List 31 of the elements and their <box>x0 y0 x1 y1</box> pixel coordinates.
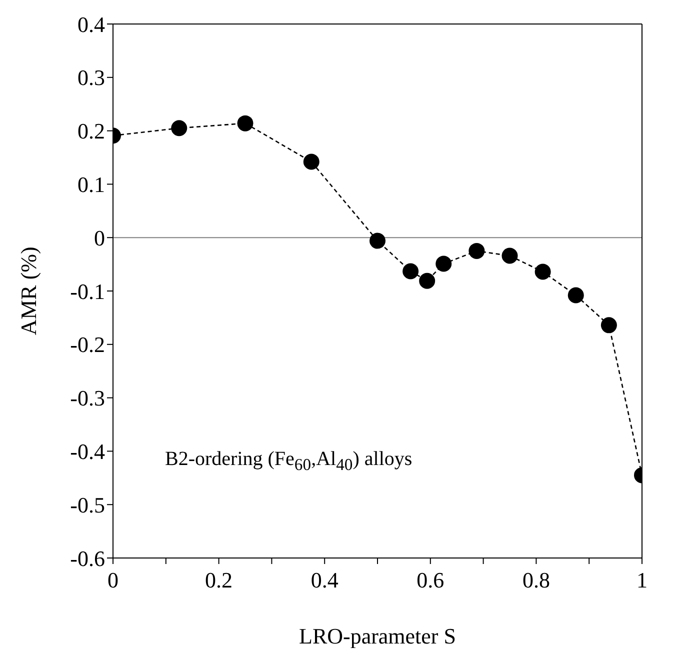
x-tick-label: 0.2 <box>205 568 233 593</box>
point <box>370 232 386 249</box>
x-axis-title: LRO-parameter S <box>299 624 456 649</box>
point <box>502 248 518 264</box>
annotation: B2-ordering (Fe$_{60}$,Al$_{40}$) alloys <box>165 448 412 475</box>
point <box>468 242 485 259</box>
y-tick-label: -0.6 <box>70 546 105 571</box>
y-tick-label: -0.2 <box>70 332 105 358</box>
point <box>568 287 584 304</box>
y-tick-label: 0 <box>94 225 105 250</box>
point <box>171 120 188 136</box>
y-axis-title: AMR (%) <box>16 246 41 336</box>
y-tick-label: 0.1 <box>78 172 105 198</box>
y-tick-label: -0.1 <box>70 278 105 304</box>
point <box>402 263 419 280</box>
x-tick-label: 1 <box>636 568 648 593</box>
x-tick-label: 0.8 <box>522 568 550 593</box>
point <box>303 154 320 170</box>
point <box>419 272 436 289</box>
x-tick-label: 0.6 <box>416 568 444 593</box>
y-tick-label: 0.2 <box>78 118 105 144</box>
y-tick-label: 0.3 <box>78 65 105 90</box>
y-tick-label: -0.4 <box>70 439 105 464</box>
point <box>237 115 254 132</box>
point <box>600 317 617 334</box>
y-tick-label: -0.3 <box>70 386 105 411</box>
point <box>436 256 452 272</box>
y-tick-label: 0.4 <box>78 12 105 37</box>
y-tick-label: -0.5 <box>70 492 105 518</box>
point <box>534 264 551 280</box>
x-tick-label: 0.4 <box>310 568 338 593</box>
